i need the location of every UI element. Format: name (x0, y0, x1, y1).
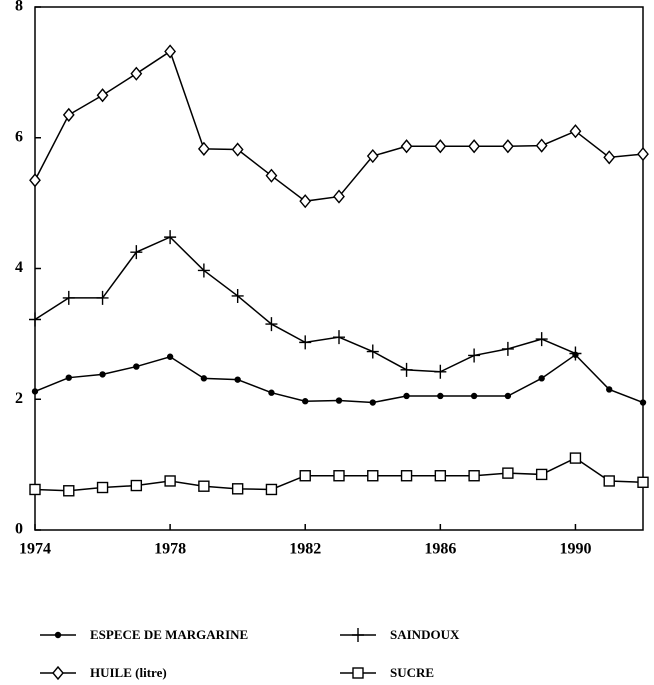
point-marker (639, 399, 647, 406)
point-marker (63, 485, 75, 497)
point-marker (501, 341, 514, 356)
point-marker (569, 124, 582, 139)
point-marker (130, 66, 143, 81)
point-marker (96, 290, 109, 305)
legend-marker (352, 628, 364, 642)
point-marker (333, 330, 345, 345)
point-marker (234, 376, 241, 383)
point-marker (299, 470, 311, 482)
point-marker (164, 44, 177, 59)
point-marker (606, 386, 613, 393)
point-marker (366, 148, 379, 164)
point-marker (400, 362, 413, 377)
point-marker (268, 389, 275, 396)
point-marker (369, 399, 376, 406)
point-marker (265, 483, 278, 496)
legend-label: ESPECE DE MARGARINE (90, 627, 248, 642)
point-marker (164, 230, 177, 245)
point-marker (637, 147, 649, 162)
point-marker (200, 375, 208, 382)
point-marker (299, 194, 312, 209)
point-marker (434, 364, 447, 379)
point-marker (400, 139, 413, 154)
point-marker (367, 470, 379, 482)
point-marker (231, 288, 244, 303)
point-marker (62, 107, 75, 122)
point-marker (468, 139, 481, 154)
point-marker (333, 470, 345, 482)
point-marker (164, 475, 176, 487)
point-marker (265, 317, 278, 332)
point-marker (65, 374, 72, 381)
point-marker (166, 353, 174, 360)
y-tick-label: 2 (15, 390, 23, 407)
x-tick-label: 1978 (154, 541, 186, 558)
plot-frame (34, 6, 644, 531)
point-marker (130, 245, 143, 260)
point-marker (366, 344, 379, 359)
y-tick-label: 0 (15, 521, 23, 538)
point-marker (198, 480, 210, 492)
point-marker (133, 363, 140, 370)
point-marker (335, 397, 343, 404)
point-marker (29, 312, 41, 327)
point-marker (603, 475, 615, 487)
point-marker (535, 138, 548, 153)
x-tick-label: 1982 (289, 541, 321, 558)
point-marker (535, 468, 548, 481)
point-marker (637, 476, 649, 488)
point-marker (96, 88, 109, 103)
point-marker (299, 335, 312, 350)
point-marker (231, 142, 244, 157)
point-marker (569, 452, 582, 464)
point-marker (231, 483, 244, 495)
point-marker (99, 371, 106, 378)
point-marker (603, 150, 616, 165)
point-marker (468, 470, 480, 482)
point-marker (502, 467, 514, 479)
point-marker (470, 392, 478, 400)
point-marker (434, 139, 447, 154)
point-marker (504, 392, 512, 400)
point-marker (96, 481, 109, 494)
y-tick-label: 4 (15, 259, 23, 276)
point-marker (569, 346, 582, 361)
point-marker (130, 479, 143, 492)
y-tick-label: 6 (15, 128, 23, 145)
series-line (34, 236, 576, 373)
point-marker (468, 348, 481, 363)
point-marker (403, 392, 410, 400)
legend-label: HUILE (litre) (90, 665, 167, 680)
point-marker (29, 483, 41, 496)
point-marker (302, 398, 309, 405)
legend-marker (352, 667, 364, 679)
point-marker (437, 392, 444, 400)
point-marker (29, 173, 41, 188)
legend-marker (54, 631, 62, 639)
legend-label: SUCRE (390, 665, 434, 680)
point-marker (31, 388, 39, 395)
point-marker (265, 168, 278, 183)
point-marker (333, 189, 345, 204)
point-marker (62, 290, 75, 305)
point-marker (197, 263, 210, 278)
point-marker (197, 141, 210, 156)
y-tick-label: 8 (15, 0, 23, 15)
point-marker (434, 470, 447, 482)
x-tick-label: 1974 (19, 541, 51, 558)
series-line (34, 50, 644, 202)
x-tick-label: 1990 (559, 541, 591, 558)
legend-marker (52, 665, 64, 681)
series-line (34, 353, 644, 404)
x-tick-label: 1986 (424, 541, 456, 558)
point-marker (535, 332, 548, 347)
point-marker (538, 375, 545, 382)
point-marker (400, 470, 413, 482)
point-marker (501, 139, 514, 154)
legend-label: SAINDOUX (390, 627, 460, 642)
